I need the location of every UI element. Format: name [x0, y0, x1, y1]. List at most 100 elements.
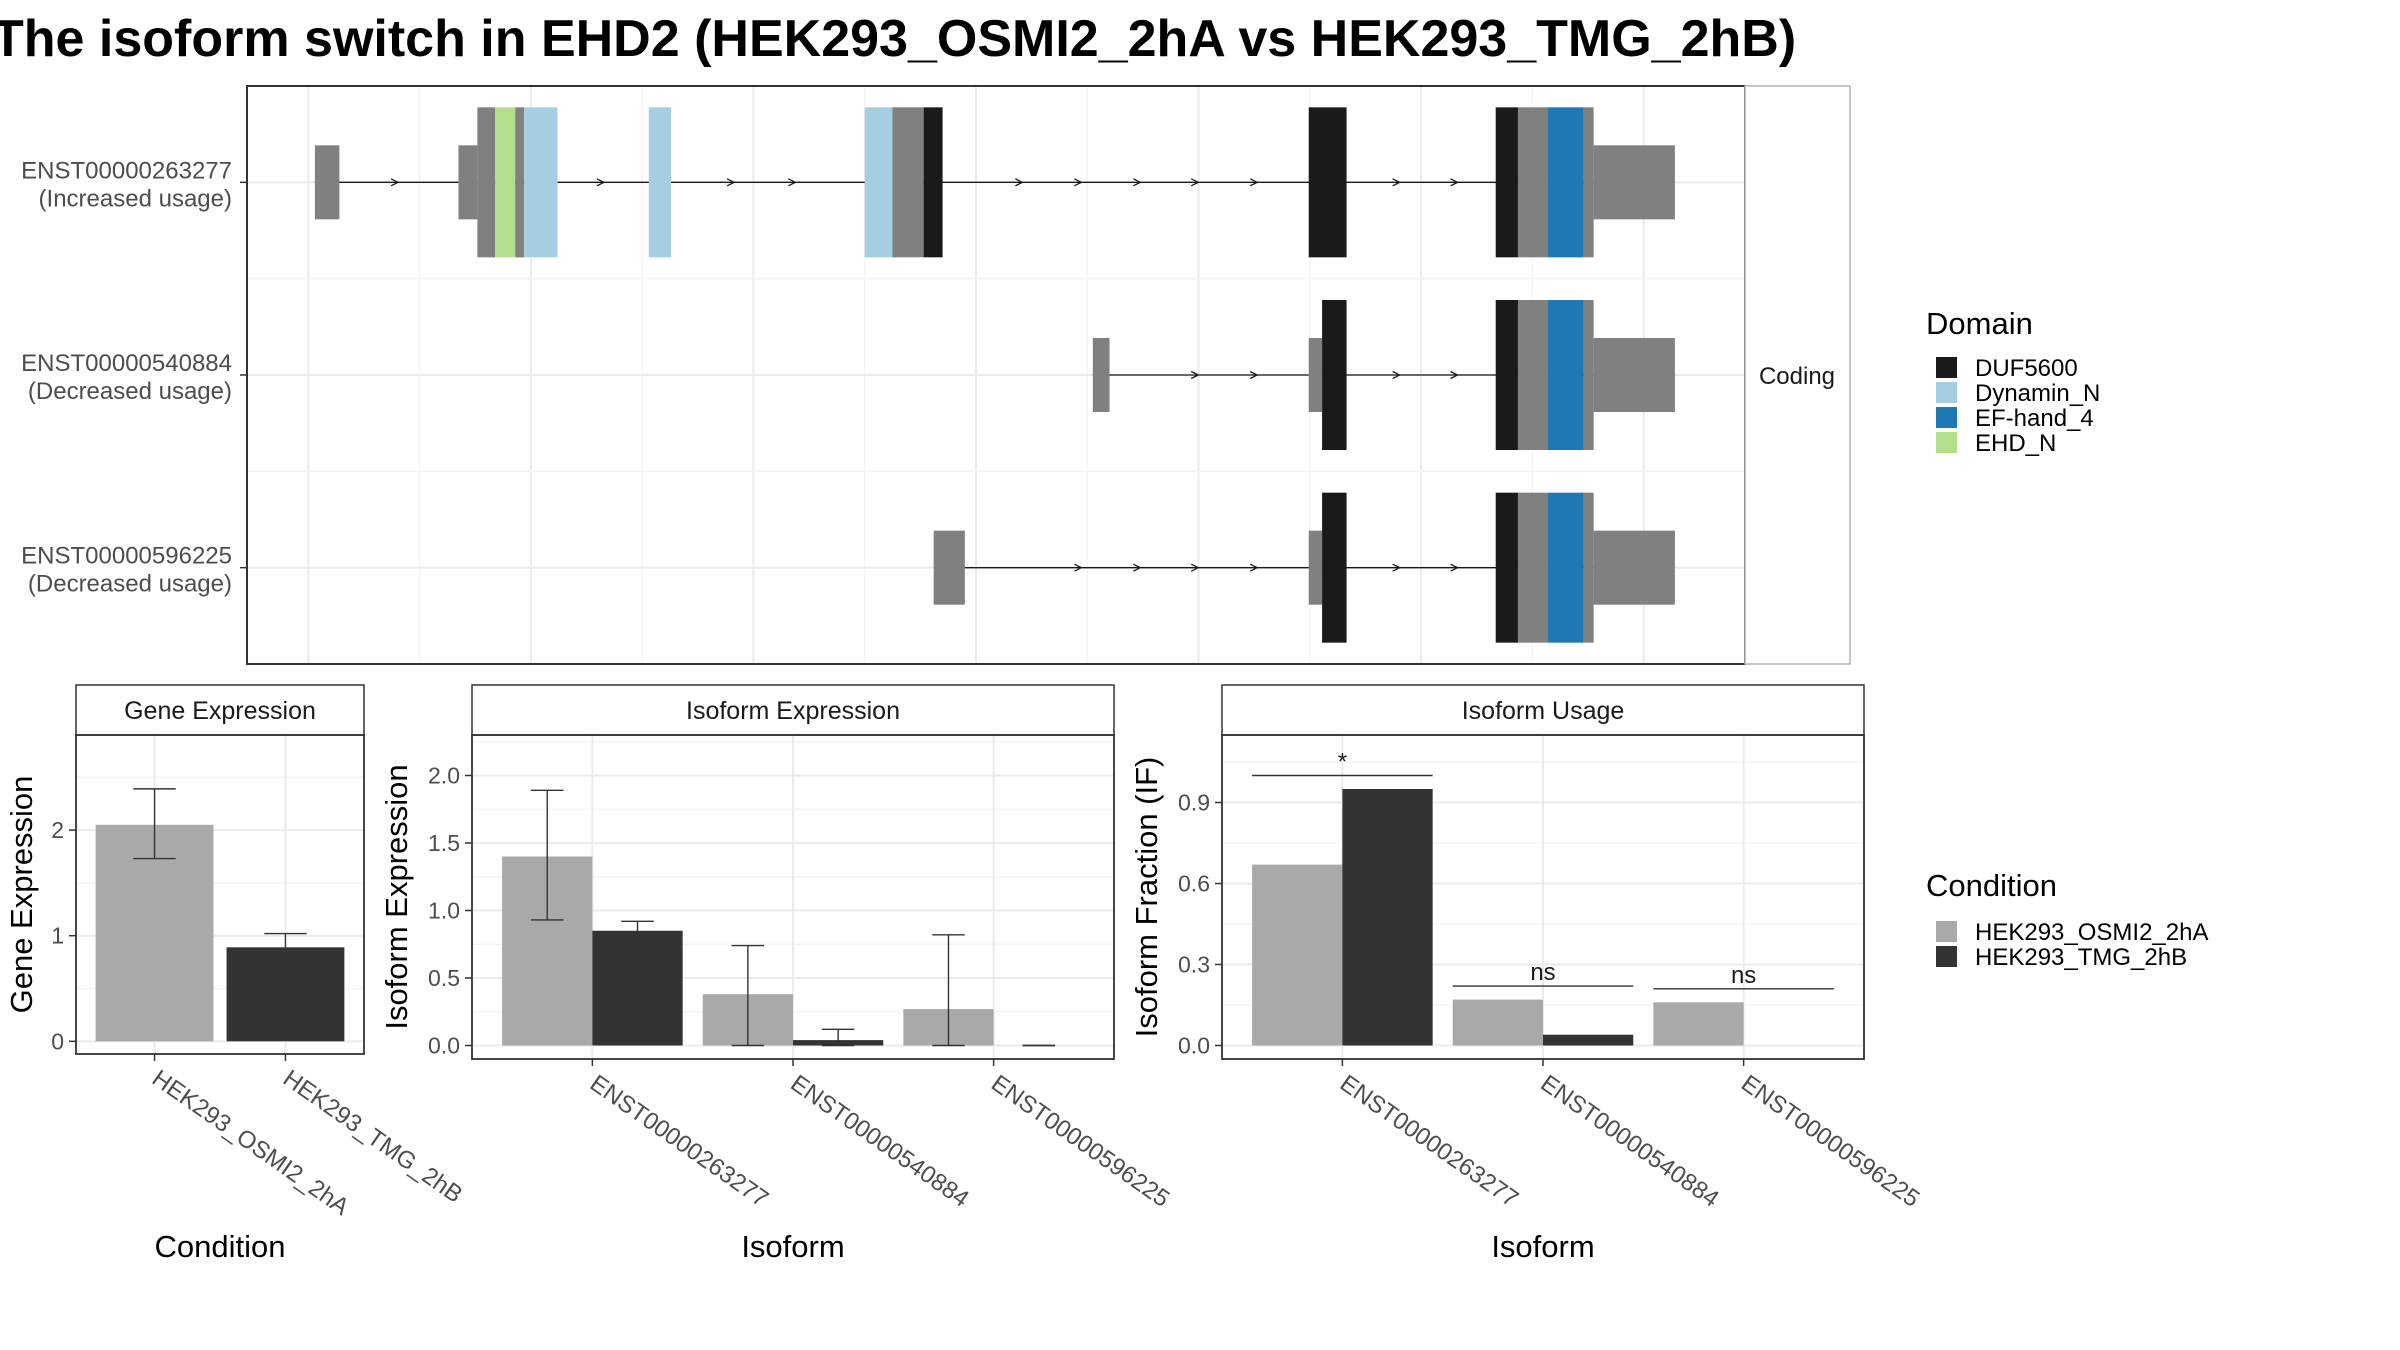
exon-segment-cds	[477, 107, 496, 258]
domain-legend-label: DUF5600	[1975, 355, 2078, 382]
exon-segment-cds	[1517, 107, 1549, 258]
x-axis-title: Isoform	[741, 1229, 844, 1264]
isoform-usage-label: (Decreased usage)	[28, 571, 232, 598]
intron-arrow	[1392, 563, 1402, 572]
isoform-id-label: ENST00000540884	[21, 350, 232, 377]
intron-arrow	[390, 178, 400, 187]
y-tick-label: 0	[51, 1028, 64, 1054]
panel-strip	[471, 684, 1115, 736]
strip-coding-box	[1744, 85, 1851, 665]
domain-legend-label: EHD_N	[1975, 430, 2056, 457]
exon-segment-utr	[1308, 530, 1323, 605]
condition-legend-label: HEK293_TMG_2hB	[1975, 944, 2187, 971]
intron-arrow	[1015, 178, 1024, 187]
x-tick-label: ENST00000540884	[786, 1070, 974, 1213]
domain-legend-swatch	[1936, 357, 1957, 378]
domain-legend-label: EF-hand_4	[1975, 405, 2094, 432]
y-tick-label: 2	[51, 817, 64, 843]
intron-arrow	[596, 178, 606, 187]
exon-segment-duf5600	[1308, 107, 1347, 258]
isoform-id-label: ENST00000263277	[21, 157, 232, 184]
bar	[592, 930, 683, 1046]
exon-segment-cds	[1583, 107, 1594, 258]
panel-strip	[1221, 684, 1865, 736]
y-tick-label: 1.5	[428, 830, 460, 856]
exon-segment-duf5600	[1495, 107, 1518, 258]
x-axis-title: Isoform	[1491, 1229, 1594, 1264]
gene-expression-panel: Gene ExpressionHEK293_OSMI2_2hAHEK293_TM…	[4, 684, 467, 1264]
x-tick-label: ENST00000596225	[1736, 1070, 1924, 1213]
intron-arrow	[1450, 370, 1459, 380]
exon-segment-duf5600	[1322, 492, 1347, 643]
exon-segment-ef-hand_4	[1548, 107, 1584, 258]
exon-segment-utr	[933, 530, 965, 605]
isoform-usage-label: (Increased usage)	[39, 185, 232, 212]
condition-legend-title: Condition	[1926, 868, 2057, 903]
bar	[1543, 1034, 1634, 1046]
exon-segment-duf5600	[1322, 300, 1347, 450]
intron-arrow	[1249, 370, 1259, 380]
bar	[1452, 999, 1543, 1046]
y-tick-label: 0.6	[1178, 871, 1210, 897]
isoform-labels: ENST00000263277(Increased usage) ENST0000…	[21, 157, 247, 598]
y-tick-label: 0.0	[428, 1033, 460, 1059]
panel-strip	[75, 684, 365, 736]
intron-arrow	[726, 178, 736, 187]
y-tick-label: 1	[51, 923, 64, 949]
exon-segment-dynamin_n	[864, 107, 893, 258]
gene-structure-isoforms	[314, 107, 1675, 643]
y-tick-label: 0.9	[1178, 790, 1210, 816]
figure-title: The isoform switch in EHD2 (HEK293_OSMI2…	[0, 10, 1796, 68]
y-tick-label: 2.0	[428, 763, 460, 789]
isoform-id-label: ENST00000596225	[21, 543, 232, 570]
bar	[226, 947, 345, 1042]
exon-segment-utr	[1308, 338, 1323, 412]
significance-label: ns	[1731, 962, 1756, 989]
exon-segment-utr	[1593, 530, 1675, 605]
exon-segment-ef-hand_4	[1548, 300, 1584, 450]
exon-segment-dynamin_n	[648, 107, 672, 258]
intron-arrow	[1133, 563, 1142, 572]
intron-arrow	[1190, 563, 1200, 572]
y-tick-label: 0.0	[1178, 1033, 1210, 1059]
isoform-usage-label: (Decreased usage)	[28, 378, 232, 405]
exon-segment-utr	[314, 145, 340, 220]
exon-segment-ef-hand_4	[1548, 492, 1584, 643]
exon-segment-utr	[1593, 338, 1675, 412]
y-axis-title: Isoform Fraction (IF)	[1129, 757, 1164, 1038]
exon-segment-ehd_n	[495, 107, 516, 258]
isoform-usage-panel: Isoform Usage * ENST00000263277 ns ENST00000…	[1129, 684, 1924, 1264]
bar	[1252, 864, 1343, 1046]
intron-arrow	[1392, 370, 1402, 380]
y-tick-label: 0.5	[428, 965, 460, 991]
panel-border	[1221, 734, 1865, 1060]
bar	[95, 824, 214, 1042]
exon-segment-duf5600	[1495, 300, 1518, 450]
condition-legend-swatch	[1936, 921, 1957, 942]
intron-arrow	[1074, 563, 1083, 572]
x-tick-label: ENST00000263277	[585, 1070, 773, 1213]
condition-legend-swatch	[1936, 946, 1957, 967]
exon-segment-cds	[515, 107, 525, 258]
exon-segment-utr	[1593, 145, 1675, 220]
x-tick-label: ENST00000596225	[986, 1070, 1174, 1213]
bar	[1342, 789, 1433, 1046]
exon-segment-duf5600	[923, 107, 943, 258]
exon-segment-cds	[1583, 300, 1594, 450]
exon-segment-cds	[1583, 492, 1594, 643]
intron-arrow	[1190, 370, 1200, 380]
x-tick-label: ENST00000263277	[1335, 1070, 1523, 1213]
y-tick-label: 1.0	[428, 898, 460, 924]
y-axis-title: Gene Expression	[4, 776, 39, 1014]
intron-arrow	[1133, 178, 1142, 187]
significance-label: *	[1338, 749, 1347, 776]
domain-legend-title: Domain	[1926, 306, 2033, 341]
intron-arrow	[1450, 178, 1459, 187]
panel-border	[75, 734, 365, 1055]
domain-legend-swatch	[1936, 382, 1957, 403]
x-tick-label: ENST00000540884	[1536, 1070, 1724, 1213]
domain-legend-swatch	[1936, 407, 1957, 428]
